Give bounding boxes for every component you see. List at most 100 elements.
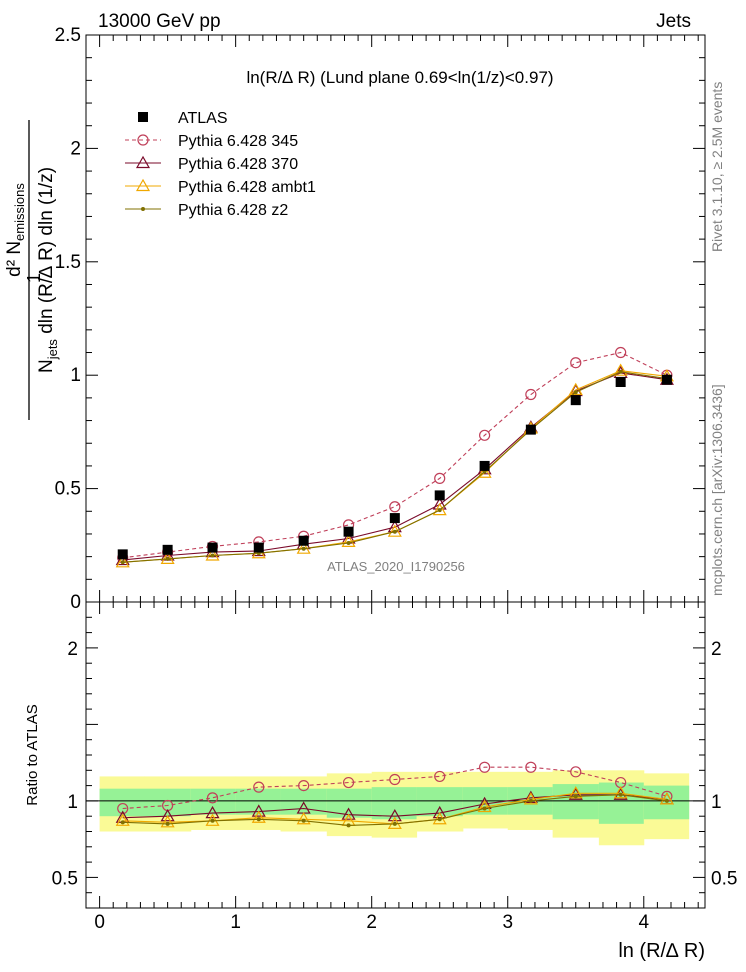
ratio-y-axis-label: Ratio to ATLAS: [24, 704, 41, 805]
series-4-point-6: [392, 529, 397, 534]
ratio-ytick-label-left: 0.5: [52, 868, 78, 889]
series-3-point-1: [160, 815, 175, 828]
x-axis-label: ln (R/∆ R): [618, 940, 705, 962]
ylabel-denominator: Njets dln (R/∆ R) dln (1/z): [36, 167, 60, 373]
ylabel-num-d2n: d² N: [4, 241, 25, 277]
ylabel-num-sub: emissions: [12, 183, 27, 241]
series-4-point-11: [618, 792, 623, 797]
series-1-point-5: [342, 776, 355, 789]
series-3-point-2: [205, 813, 220, 826]
series-0-point-7: [434, 490, 445, 501]
ylabel-one: 1: [24, 273, 44, 283]
series-4-point-7: [437, 508, 442, 513]
series-4-point-2: [210, 553, 215, 558]
series-line-4: [122, 371, 667, 563]
series-1-point-6: [389, 773, 401, 786]
series-4-point-1: [165, 821, 170, 826]
series-2-point-6: [387, 808, 402, 822]
series-3-point-2: [205, 548, 220, 561]
series-4-point-5: [346, 541, 351, 546]
series-3-point-8: [477, 465, 492, 478]
series-3-point-11: [613, 786, 628, 799]
main-ytick-label: 1: [70, 365, 81, 386]
series-0-point-2: [207, 542, 218, 553]
series-0-point-8: [479, 460, 490, 471]
series-4-point-0: [120, 560, 125, 565]
legend-marker-4: [141, 207, 145, 211]
legend-label-0: ATLAS: [178, 110, 228, 127]
main-ytick-label: 2: [70, 138, 81, 159]
series-2-point-5: [341, 807, 356, 820]
series-3-point-5: [341, 534, 356, 547]
legend-label-3: Pythia 6.428 ambt1: [178, 179, 316, 196]
series-4-point-4: [301, 818, 306, 823]
main-y-axis-label: 1 d² Nemissions Njets dln (R/∆ R) dln (1…: [4, 120, 60, 420]
series-line-1: [122, 766, 668, 810]
legend-marker-1: [137, 134, 149, 146]
series-3-point-8: [477, 799, 492, 813]
ratio-axis-ticks: 0.5 0.5 1 1 2 2: [52, 601, 737, 909]
series-3-point-12: [659, 792, 674, 805]
series-1-point-10: [570, 357, 582, 369]
main-curves: [115, 346, 674, 568]
rivet-version-label: Rivet 3.1.10, ≥ 2.5M events: [709, 82, 725, 252]
ratio-frame: [85, 601, 706, 909]
series-4-point-10: [573, 794, 578, 799]
ylabel-numerator: d² Nemissions: [4, 183, 27, 277]
series-1-point-4: [298, 779, 310, 792]
series-0-point-11: [615, 377, 626, 388]
x-tick-label: 0: [94, 912, 105, 933]
x-tick-labels: 0 1 2 3 4: [94, 912, 649, 933]
band-inner-7: [416, 787, 464, 817]
ratio-ytick-label-left: 1: [67, 792, 78, 813]
main-axis-ticks: 0 0.5 1 1.5 2 2.5: [55, 25, 705, 613]
series-1-point-7: [434, 472, 446, 484]
series-4-point-9: [528, 798, 533, 803]
series-4-point-10: [573, 390, 578, 395]
series-0-point-3: [253, 542, 264, 553]
x-tick-label: 2: [366, 912, 377, 933]
main-ytick-label: 1.5: [55, 252, 81, 273]
main-panel: 0 0.5 1 1.5 2 2.5 ln(R/∆ R) (Lund plane 0.69<…: [55, 25, 706, 613]
legend-label-1: Pythia 6.428 345: [178, 133, 298, 150]
series-4-point-11: [618, 369, 623, 374]
series-4-point-8: [482, 806, 487, 811]
series-4-point-6: [392, 821, 397, 826]
series-0-point-6: [389, 513, 400, 524]
series-2-point-1: [160, 808, 175, 822]
mcplots-label: mcplots.cern.ch [arXiv:1306.3436]: [709, 384, 725, 596]
series-4-point-5: [346, 823, 351, 828]
x-tick-label: 3: [502, 912, 513, 933]
series-1-point-6: [389, 501, 401, 513]
series-4-point-4: [301, 546, 306, 551]
series-4-point-0: [120, 820, 125, 825]
series-0-point-5: [343, 526, 354, 537]
series-1-point-7: [434, 770, 446, 783]
ratio-ytick-label-left: 2: [67, 639, 78, 660]
ylabel-den-rest: dln (R/∆ R) dln (1/z): [36, 167, 57, 339]
x-tick-label: 4: [638, 912, 649, 933]
series-0-point-4: [298, 535, 309, 546]
legend-marker-3: [135, 178, 151, 192]
x-tick-label: 1: [230, 912, 241, 933]
legend-label-2: Pythia 6.428 370: [178, 156, 298, 173]
series-3-point-6: [387, 524, 402, 537]
legend-marker-0: [138, 112, 148, 122]
series-0-point-12: [661, 374, 672, 385]
series-1-point-11: [615, 346, 627, 359]
band-inner-5: [326, 788, 373, 818]
series-1-point-0: [117, 802, 129, 815]
series-0-point-0: [117, 549, 128, 560]
series-3-point-4: [296, 812, 311, 825]
series-3-point-7: [432, 502, 447, 516]
series-4-point-3: [256, 817, 261, 822]
legend-marker-2: [135, 155, 151, 169]
series-0-point-1: [162, 544, 173, 555]
series-4-point-2: [210, 818, 215, 823]
main-ytick-label: 0: [70, 592, 81, 613]
legend-label-4: Pythia 6.428 z2: [178, 202, 288, 219]
ratio-ytick-label-right: 0.5: [711, 868, 737, 889]
ratio-uncertainty-bands: [99, 770, 690, 846]
series-3-point-11: [613, 363, 628, 376]
series-3-point-3: [251, 810, 266, 823]
